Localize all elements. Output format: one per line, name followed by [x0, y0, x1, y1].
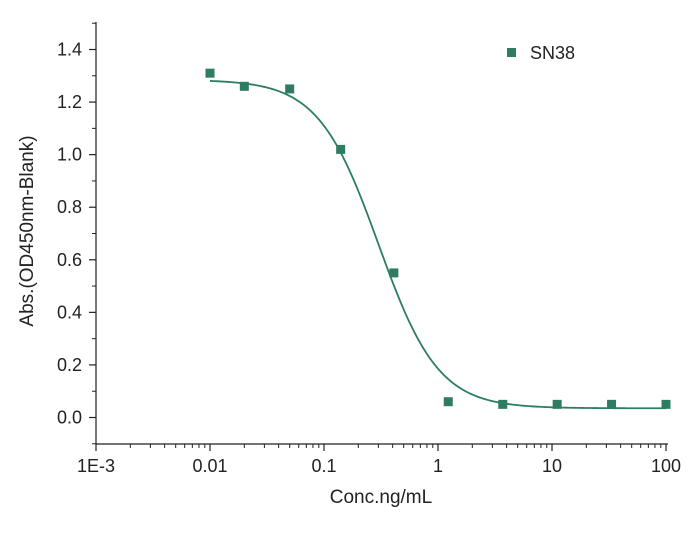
- data-point: [552, 399, 562, 409]
- y-axis-ticks: 0.0 0.2 0.4 0.6 0.8 1.0 1.2 1.4: [57, 22, 96, 445]
- data-point: [239, 81, 249, 91]
- legend: SN38: [507, 43, 575, 63]
- y-tick-label: 0.0: [57, 408, 82, 428]
- x-tick-label: 10: [542, 456, 562, 476]
- y-tick-label: 1.2: [57, 92, 82, 112]
- data-point: [607, 399, 617, 409]
- y-tick-label: 0.8: [57, 197, 82, 217]
- x-tick-label: 1: [433, 456, 443, 476]
- x-tick-label: 0.1: [311, 456, 336, 476]
- data-point: [498, 399, 508, 409]
- y-axis-title: Abs.(OD450nm-Blank): [17, 135, 38, 326]
- fit-curve: [209, 80, 666, 410]
- x-tick-label: 1E-3: [77, 456, 115, 476]
- y-tick-label: 1.0: [57, 145, 82, 165]
- data-point: [389, 268, 399, 278]
- x-tick-label: 100: [651, 456, 681, 476]
- data-point: [443, 397, 453, 407]
- axes: [95, 22, 668, 445]
- data-point: [285, 84, 295, 94]
- data-points: [205, 68, 671, 409]
- y-tick-label: 0.2: [57, 355, 82, 375]
- x-axis-title: Conc.ng/mL: [330, 487, 432, 508]
- legend-marker-sn38: [507, 48, 516, 57]
- x-axis-ticks: 1E-3 0.01 0.1 1 10 100: [77, 444, 681, 476]
- y-tick-label: 0.4: [57, 302, 82, 322]
- legend-label-sn38: SN38: [530, 43, 575, 63]
- data-point: [205, 68, 215, 78]
- y-tick-label: 1.4: [57, 40, 82, 60]
- data-point: [661, 399, 671, 409]
- data-point: [336, 144, 346, 154]
- y-tick-label: 0.6: [57, 250, 82, 270]
- x-tick-label: 0.01: [192, 456, 227, 476]
